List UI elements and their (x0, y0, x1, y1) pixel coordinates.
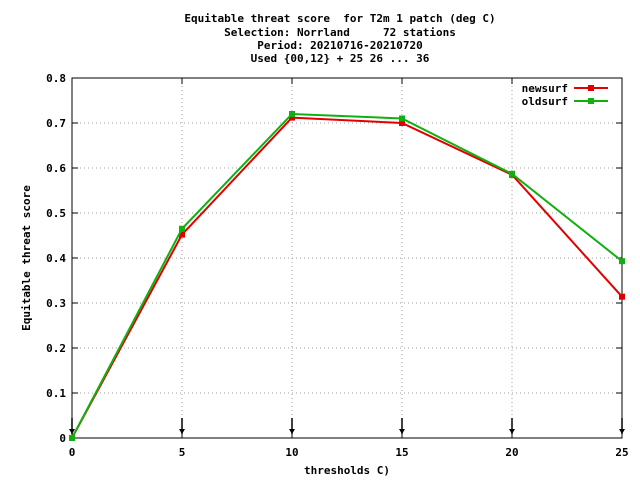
title-line-2: Selection: Norrland 72 stations (224, 26, 456, 39)
data-point-oldsurf (509, 170, 515, 177)
x-tick-label: 20 (505, 446, 518, 459)
x-tick-label: 0 (69, 446, 76, 459)
data-point-oldsurf (289, 111, 295, 117)
data-point-newsurf (179, 231, 185, 238)
threshold-marker-head (179, 429, 185, 434)
threshold-marker-head (509, 429, 515, 434)
legend-marker-newsurf (588, 85, 594, 91)
legend-label-oldsurf: oldsurf (522, 95, 568, 108)
y-tick-label: 0.4 (46, 252, 66, 265)
y-axis-label: Equitable threat score (20, 185, 33, 331)
y-tick-label: 0.3 (46, 297, 66, 310)
data-point-newsurf (399, 120, 405, 126)
series-line-oldsurf (71, 112, 623, 439)
axes: 0 0.1 0.2 0.3 0.4 0.5 0.6 0.7 0.8 0 5 10 15 20 25 (46, 72, 629, 459)
data-point-newsurf (289, 114, 295, 121)
data-point-oldsurf (69, 435, 75, 441)
chart-title: Equitable threat score for T2m 1 patch (… (184, 12, 495, 65)
x-tick-label: 15 (395, 446, 408, 459)
x-tick-label: 25 (615, 446, 628, 459)
data-point-oldsurf (399, 115, 405, 122)
y-tick-label: 0.8 (46, 72, 66, 85)
x-axis-label: thresholds C) (304, 464, 390, 477)
legend-marker-oldsurf (588, 98, 594, 104)
y-tick-label: 0.6 (46, 162, 66, 175)
series-line-newsurf (71, 116, 623, 439)
data-point-oldsurf (619, 258, 625, 265)
data-point-newsurf (619, 293, 625, 300)
legend-label-newsurf: newsurf (522, 82, 568, 95)
title-line-4: Used {00,12} + 25 26 ... 36 (251, 52, 430, 65)
y-tick-label: 0.7 (46, 117, 66, 130)
y-tick-label: 0.1 (46, 387, 66, 400)
y-tick-label: 0 (59, 432, 66, 445)
y-tick-label: 0.2 (46, 342, 66, 355)
x-tick-label: 10 (285, 446, 298, 459)
y-tick-label: 0.5 (46, 207, 66, 220)
x-tick-label: 5 (179, 446, 186, 459)
grid (72, 78, 622, 438)
threshold-marker-head (289, 429, 295, 434)
title-line-1: Equitable threat score for T2m 1 patch (… (184, 12, 495, 25)
data-point-oldsurf (179, 225, 185, 232)
threshold-marker-head (399, 429, 405, 434)
title-line-3: Period: 20210716-20210720 (257, 39, 423, 52)
plot-frame (71, 77, 623, 439)
plot-area (69, 111, 625, 441)
